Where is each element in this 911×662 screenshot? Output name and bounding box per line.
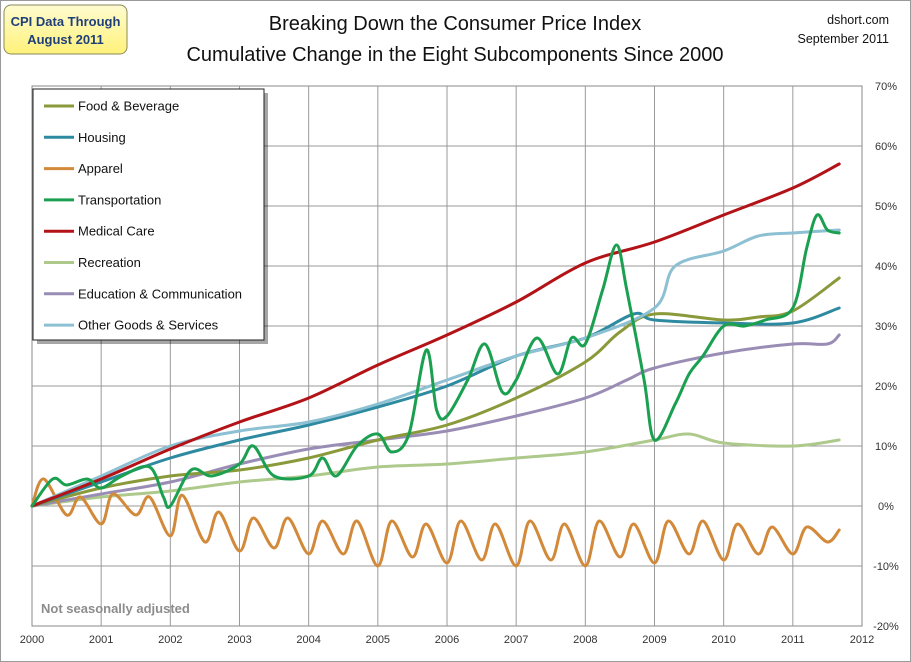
- x-tick-label: 2011: [781, 634, 805, 646]
- x-tick-label: 2000: [20, 634, 44, 646]
- x-tick-label: 2012: [850, 634, 874, 646]
- series-line-apparel: [30, 477, 841, 568]
- axis-labels: 2000 2001 2002 2003 2004 2005 2006 2007 2008 2009…: [20, 81, 899, 646]
- y-tick-label: 60%: [875, 141, 897, 153]
- y-tick-label: -20%: [873, 621, 899, 633]
- y-tick-label: 30%: [875, 321, 897, 333]
- badge-line-2: August 2011: [27, 32, 104, 47]
- x-tick-label: 2007: [504, 634, 528, 646]
- y-tick-label: 50%: [875, 201, 897, 213]
- badge-background: [3, 4, 128, 55]
- legend-label-recreation: Recreation: [78, 255, 141, 270]
- legend-label-transportation: Transportation: [78, 192, 161, 207]
- x-tick-label: 2008: [573, 634, 597, 646]
- x-tick-label: 2001: [89, 634, 113, 646]
- legend: Food & Beverage Housing Apparel Transportat…: [32, 88, 268, 344]
- y-tick-label: 40%: [875, 261, 897, 273]
- series-line-food-and-beverage: [30, 276, 841, 508]
- badge-line-1: CPI Data Through: [11, 14, 121, 29]
- series-lines: [30, 162, 841, 568]
- chart-title: Breaking Down the Consumer Price Index: [269, 13, 641, 35]
- legend-label-education-and-communication: Education & Communication: [78, 286, 242, 301]
- date-label: September 2011: [798, 32, 890, 46]
- x-tick-label: 2002: [158, 634, 182, 646]
- x-tick-label: 2009: [642, 634, 666, 646]
- y-tick-label: 0%: [878, 501, 894, 513]
- series-line-medical-care: [30, 162, 841, 508]
- x-tick-label: 2006: [435, 634, 459, 646]
- legend-label-apparel: Apparel: [78, 161, 123, 176]
- y-tick-label: 70%: [875, 81, 897, 93]
- y-tick-label: -10%: [873, 561, 899, 573]
- x-tick-label: 2003: [227, 634, 251, 646]
- data-through-badge: CPI Data Through August 2011: [3, 4, 128, 55]
- x-tick-label: 2004: [296, 634, 320, 646]
- y-tick-label: 20%: [875, 381, 897, 393]
- legend-label-housing: Housing: [78, 130, 126, 145]
- x-tick-label: 2010: [711, 634, 735, 646]
- series-line-recreation: [30, 432, 841, 508]
- y-tick-label: 10%: [875, 441, 897, 453]
- source-label: dshort.com: [827, 13, 889, 27]
- legend-label-medical-care: Medical Care: [78, 224, 155, 239]
- legend-box: [32, 88, 265, 341]
- seasonal-note: Not seasonally adjusted: [41, 601, 190, 616]
- chart-subtitle: Cumulative Change in the Eight Subcompon…: [186, 44, 723, 66]
- legend-label-food-and-beverage: Food & Beverage: [78, 99, 179, 114]
- x-tick-label: 2005: [366, 634, 390, 646]
- series-line-transportation: [30, 213, 841, 509]
- legend-label-other-goods-and-services: Other Goods & Services: [78, 318, 219, 333]
